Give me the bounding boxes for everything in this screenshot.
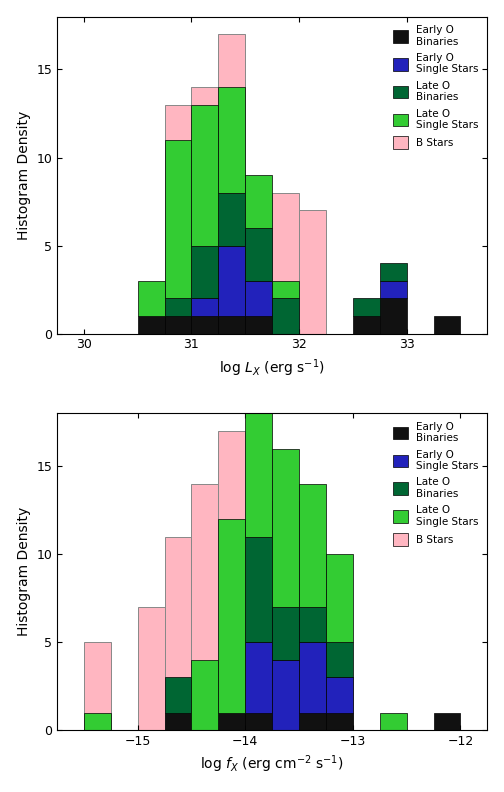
Bar	[245, 192, 272, 333]
Bar	[218, 713, 245, 730]
X-axis label: log $f_X$ (erg cm$^{-2}$ s$^{-1}$): log $f_X$ (erg cm$^{-2}$ s$^{-1}$)	[201, 754, 344, 775]
Bar	[245, 281, 272, 316]
Bar	[272, 281, 299, 299]
Bar	[380, 281, 407, 299]
Bar	[245, 501, 272, 730]
Bar	[218, 192, 245, 246]
Bar	[218, 431, 245, 730]
Bar	[326, 713, 353, 730]
Bar	[380, 299, 407, 333]
Bar	[192, 316, 218, 333]
Bar	[138, 281, 164, 316]
Bar	[353, 316, 380, 333]
Legend: Early O
Binaries, Early O
Single Stars, Late O
Binaries, Late O
Single Stars, B : Early O Binaries, Early O Single Stars, …	[390, 418, 482, 549]
Bar	[326, 642, 353, 677]
Bar	[326, 554, 353, 642]
Bar	[245, 713, 272, 730]
Bar	[380, 263, 407, 281]
Bar	[84, 713, 111, 730]
Bar	[164, 105, 192, 333]
Bar	[299, 589, 326, 730]
Bar	[164, 537, 192, 730]
Bar	[164, 316, 192, 333]
Bar	[353, 299, 380, 316]
Bar	[272, 607, 299, 660]
Bar	[218, 34, 245, 333]
Bar	[164, 299, 192, 316]
Bar	[245, 642, 272, 713]
Bar	[433, 316, 461, 333]
Bar	[272, 192, 299, 333]
Bar	[380, 713, 407, 730]
Bar	[245, 228, 272, 281]
Y-axis label: Histogram Density: Histogram Density	[17, 111, 31, 240]
Bar	[218, 316, 245, 333]
Bar	[164, 677, 192, 713]
Bar	[218, 246, 245, 316]
Bar	[326, 677, 353, 713]
Bar	[272, 660, 299, 730]
Bar	[299, 713, 326, 730]
Y-axis label: Histogram Density: Histogram Density	[17, 507, 31, 637]
Bar	[326, 677, 353, 730]
Bar	[433, 713, 461, 730]
Bar	[192, 484, 218, 730]
Bar	[164, 713, 192, 730]
Bar	[299, 484, 326, 607]
Bar	[138, 316, 164, 333]
Bar	[192, 246, 218, 299]
Bar	[192, 660, 218, 730]
Bar	[272, 448, 299, 607]
Bar	[218, 87, 245, 192]
Bar	[245, 175, 272, 228]
Bar	[218, 519, 245, 713]
Bar	[299, 607, 326, 642]
Bar	[192, 105, 218, 246]
Bar	[299, 642, 326, 713]
Bar	[192, 87, 218, 333]
Bar	[245, 316, 272, 333]
Bar	[272, 299, 299, 333]
Bar	[299, 211, 326, 333]
Bar	[84, 642, 111, 730]
Legend: Early O
Binaries, Early O
Single Stars, Late O
Binaries, Late O
Single Stars, B : Early O Binaries, Early O Single Stars, …	[390, 22, 482, 152]
Bar	[138, 607, 164, 730]
Bar	[192, 299, 218, 316]
Bar	[164, 140, 192, 299]
Bar	[245, 537, 272, 642]
Bar	[272, 501, 299, 730]
Bar	[245, 343, 272, 537]
X-axis label: log $L_X$ (erg s$^{-1}$): log $L_X$ (erg s$^{-1}$)	[219, 357, 325, 379]
